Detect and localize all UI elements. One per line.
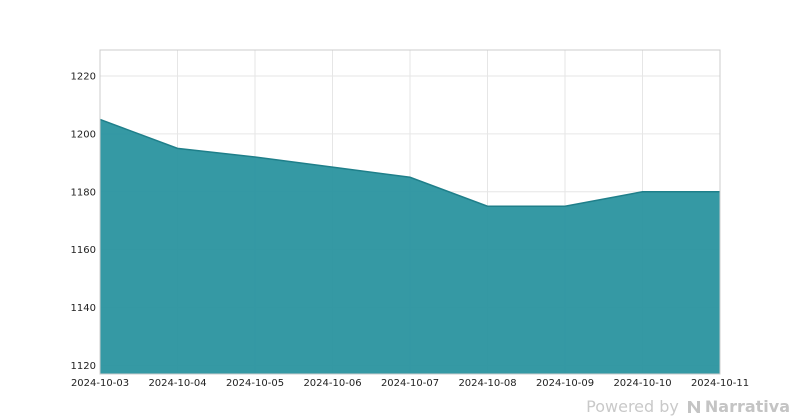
x-tick-label: 2024-10-06 — [303, 378, 361, 389]
watermark-brand: Narrativa — [704, 397, 790, 416]
y-tick-label: 1180 — [71, 187, 96, 198]
y-tick-label: 1200 — [71, 129, 96, 140]
x-tick-label: 2024-10-04 — [148, 378, 206, 389]
y-axis-ticks: 1120 1140 1160 1180 1200 1220 — [71, 72, 96, 372]
x-tick-label: 2024-10-08 — [458, 378, 516, 389]
series-line — [99, 118, 720, 207]
watermark-prefix: Powered by — [586, 397, 679, 416]
narrativa-logo-icon — [687, 400, 700, 413]
y-tick-label: 1140 — [71, 303, 96, 314]
y-tick-label: 1160 — [71, 245, 96, 256]
y-tick-label: 1220 — [71, 72, 96, 83]
powered-by-watermark: Powered by Narrativa — [586, 397, 790, 416]
y-tick-label: 1120 — [71, 361, 96, 372]
x-tick-label: 2024-10-05 — [226, 378, 284, 389]
x-axis-ticks: 2024-10-03 2024-10-04 2024-10-05 2024-10-06… — [71, 378, 749, 389]
plot-frame — [99, 49, 721, 375]
x-tick-label: 2024-10-11 — [691, 378, 749, 389]
x-tick-label: 2024-10-03 — [71, 378, 129, 389]
x-tick-label: 2024-10-10 — [613, 378, 671, 389]
x-tick-label: 2024-10-09 — [536, 378, 594, 389]
area-fill — [100, 119, 720, 374]
x-tick-label: 2024-10-07 — [381, 378, 439, 389]
series-area — [99, 118, 720, 374]
